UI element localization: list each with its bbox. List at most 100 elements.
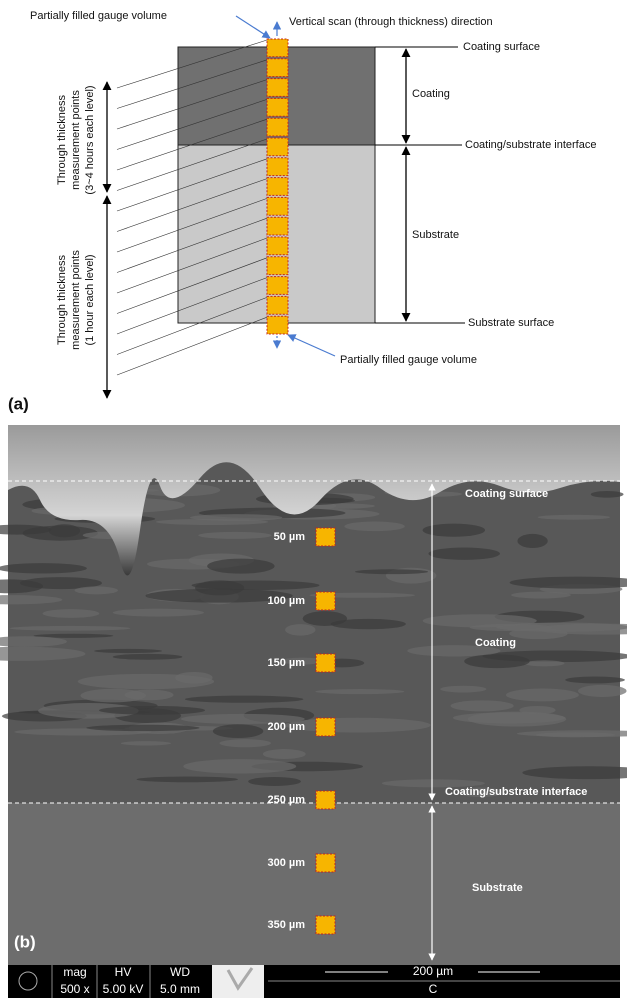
- lamella: [191, 580, 320, 591]
- lamella: [219, 739, 271, 748]
- lamella: [0, 646, 86, 661]
- lamella: [537, 514, 611, 520]
- depth-label: 200 µm: [267, 721, 305, 733]
- lamella: [565, 676, 625, 684]
- lamella: [458, 787, 503, 798]
- label: Coating/substrate interface: [445, 786, 587, 798]
- lamella: [248, 776, 301, 787]
- top-surface: [8, 425, 620, 576]
- lamella: [422, 614, 537, 628]
- lamella: [495, 622, 627, 632]
- logo-mark: [226, 967, 254, 991]
- lamella: [198, 531, 272, 539]
- depth-label: 150 µm: [267, 657, 305, 669]
- panel-label: (a): [8, 394, 29, 413]
- lamella: [38, 703, 139, 719]
- lamella: [578, 684, 627, 698]
- gauge-cell: [266, 216, 289, 236]
- fan-line: [116, 277, 268, 335]
- info-label: WD: [170, 965, 190, 979]
- lamella: [9, 625, 131, 631]
- lamella: [120, 741, 172, 746]
- fan-line: [116, 79, 268, 130]
- label: (1 hour each level): [84, 254, 96, 345]
- gauge-cell: [266, 196, 289, 216]
- lamella: [0, 563, 87, 574]
- lamella: [112, 608, 204, 617]
- depth-markers: 50 µm 100 µm 150 µm 200 µm 250 µm 300 µm 350 µ…: [267, 527, 336, 935]
- lamella: [155, 518, 269, 526]
- panel-b: Coating surface Coating Coating/substrat…: [0, 425, 627, 998]
- lamella: [145, 588, 293, 603]
- lamella: [0, 579, 43, 594]
- lamella: [112, 653, 183, 660]
- logo: [212, 965, 264, 998]
- label: Coating surface: [463, 41, 540, 53]
- fan-lines: [116, 39, 268, 376]
- lamella: [0, 595, 63, 605]
- depth-marker: [315, 591, 336, 611]
- lamella: [522, 766, 627, 780]
- lamella: [354, 569, 429, 575]
- info-label: HV: [115, 965, 132, 979]
- label: Coating: [412, 88, 450, 100]
- icon: [18, 971, 38, 991]
- fan-line: [116, 99, 268, 150]
- lamella: [94, 648, 162, 654]
- lamella: [180, 713, 305, 724]
- gauge-cell: [266, 177, 289, 196]
- lamella: [183, 759, 297, 774]
- label: Partially filled gauge volume: [30, 10, 167, 22]
- gauge-cell: [266, 38, 289, 58]
- fan-line: [116, 118, 268, 171]
- scale-label: 200 µm: [413, 964, 453, 978]
- depth-label: 300 µm: [267, 857, 305, 869]
- lamella: [511, 591, 571, 599]
- fan-line: [116, 198, 268, 253]
- lamella: [315, 689, 405, 695]
- lamella: [509, 576, 627, 589]
- lamella: [175, 671, 213, 684]
- gauge-cell: [266, 78, 289, 97]
- pointer: [235, 15, 271, 39]
- gauge-cell: [266, 157, 289, 177]
- fan-line: [116, 316, 268, 376]
- label: Coating: [475, 637, 516, 649]
- panel-label: (b): [14, 932, 36, 951]
- lamella: [517, 533, 548, 549]
- label: Substrate: [412, 229, 459, 241]
- lamella: [344, 521, 405, 532]
- lamella: [516, 730, 627, 737]
- left-label: Through thickness measurement points (1 …: [56, 250, 96, 350]
- fan-line: [116, 39, 268, 89]
- lamella: [80, 688, 146, 703]
- lamella: [302, 611, 348, 626]
- lamella: [0, 636, 67, 647]
- lamella: [284, 717, 431, 733]
- label: Partially filled gauge volume: [340, 354, 477, 366]
- fan-line: [116, 237, 268, 294]
- lamella: [330, 618, 406, 630]
- sem-info-bar: mag 500 x HV 5.00 kV WD 5.0 mm 200 µm C: [8, 964, 620, 998]
- lamella: [42, 609, 100, 618]
- lamella: [33, 633, 114, 638]
- depth-marker: [315, 653, 336, 673]
- depth-label: 350 µm: [267, 919, 305, 931]
- lamella: [309, 592, 415, 598]
- info-label: mag: [63, 965, 86, 979]
- info-value: 500 x: [60, 982, 89, 996]
- lamella: [0, 524, 52, 535]
- lamella: [422, 523, 486, 537]
- fan-line: [116, 158, 268, 212]
- lamella: [524, 660, 565, 667]
- fan-line: [116, 217, 268, 273]
- texture: [0, 483, 627, 798]
- depth-marker: [315, 915, 336, 935]
- lamella: [184, 695, 304, 703]
- gauge-cell: [266, 97, 289, 117]
- gauge-cell: [266, 295, 289, 315]
- lamella: [207, 558, 275, 574]
- depth-marker: [315, 853, 336, 873]
- lamella: [452, 712, 566, 724]
